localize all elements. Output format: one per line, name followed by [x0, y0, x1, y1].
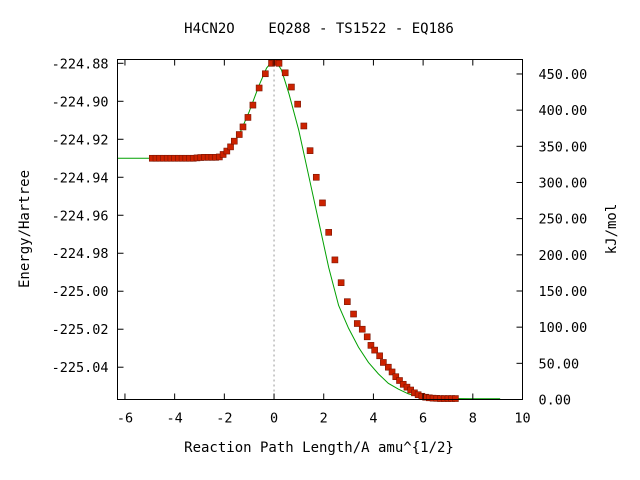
y-tick-label: -224.96 — [52, 208, 109, 224]
y-tick-label: -224.98 — [52, 246, 109, 262]
data-point-marker — [312, 173, 320, 181]
y2-axis-label: kJ/mol — [604, 204, 620, 255]
x-tick-label: 0 — [270, 411, 278, 427]
data-point-marker — [223, 147, 231, 155]
data-point-marker — [392, 373, 400, 381]
y2-tick-label: 100.00 — [539, 320, 588, 336]
y-tick-label: -225.02 — [52, 322, 109, 338]
x-tick-label: 6 — [419, 411, 427, 427]
x-tick-label: 8 — [469, 411, 477, 427]
data-point-marker — [396, 377, 403, 384]
data-point-marker — [281, 69, 289, 77]
series-layer — [117, 59, 501, 402]
data-point-marker — [452, 395, 459, 402]
data-point-marker — [294, 100, 301, 108]
data-point-marker — [353, 320, 361, 327]
data-point-marker — [244, 114, 252, 121]
data-point-marker — [255, 84, 263, 92]
y-tick-label: -224.90 — [52, 94, 109, 110]
data-point-marker — [344, 298, 351, 305]
y2-axis-ticks: 450.00 400.00 350.00 300.00 250.00 200.00 150.… — [516, 67, 588, 409]
x-axis-label: Reaction Path Length/A amu^{1/2} — [184, 440, 454, 456]
y-axis-ticks: -224.88 -224.90 -224.92 -224.94 -224.96 -224.… — [52, 56, 124, 376]
data-point-marker — [350, 310, 357, 318]
x-axis-ticks: -6 -4 -2 0 2 4 6 8 10 — [117, 59, 531, 427]
data-point-marker — [239, 123, 247, 131]
energy-profile-line — [117, 61, 501, 400]
data-point-marker — [249, 101, 257, 109]
data-point-marker — [325, 229, 333, 236]
x-tick-label: -4 — [167, 411, 183, 427]
chart-title: H4CN2O EQ288 - TS1522 - EQ186 — [184, 21, 454, 37]
x-tick-label: -6 — [117, 411, 133, 427]
y2-tick-label: 250.00 — [539, 212, 588, 228]
y2-tick-label: 200.00 — [539, 248, 588, 264]
y-tick-label: -224.92 — [52, 132, 109, 148]
data-point-marker — [337, 279, 345, 286]
y-tick-label: -224.88 — [52, 56, 109, 72]
data-point-marker — [275, 59, 283, 67]
data-point-marker — [358, 325, 366, 333]
data-point-marker — [363, 333, 371, 341]
x-tick-label: 4 — [369, 411, 377, 427]
data-point-marker — [227, 143, 234, 151]
y2-tick-label: 300.00 — [539, 175, 588, 191]
y-axis-label: Energy/Hartree — [17, 170, 33, 288]
data-point-marker — [388, 368, 396, 376]
x-tick-label: 2 — [320, 411, 328, 427]
y2-tick-label: 50.00 — [539, 356, 580, 372]
data-point-marker — [367, 342, 375, 349]
data-point-marker — [371, 346, 378, 354]
data-point-marker — [262, 70, 269, 78]
data-point-marker — [331, 256, 339, 264]
y2-tick-label: 400.00 — [539, 103, 588, 119]
data-point-marker — [219, 151, 227, 158]
x-tick-label: 10 — [514, 411, 530, 427]
y2-tick-label: 150.00 — [539, 284, 588, 300]
y2-tick-label: 450.00 — [539, 67, 588, 83]
data-point-marker — [288, 83, 295, 91]
x-tick-label: -2 — [216, 411, 232, 427]
data-point-marker — [230, 137, 238, 145]
data-point-marker — [319, 199, 326, 207]
data-point-marker — [300, 122, 308, 130]
data-point-marker — [385, 363, 392, 371]
y-tick-label: -225.04 — [52, 360, 109, 376]
y2-tick-label: 0.00 — [539, 393, 572, 409]
data-point-marker — [235, 131, 243, 138]
y-tick-label: -224.94 — [52, 170, 109, 186]
y2-tick-label: 350.00 — [539, 139, 588, 155]
data-point-marker — [306, 147, 314, 154]
data-point-marker — [380, 359, 387, 366]
plot-frame — [117, 59, 523, 400]
y-tick-label: -225.00 — [52, 284, 109, 300]
data-point-marker — [376, 352, 383, 360]
